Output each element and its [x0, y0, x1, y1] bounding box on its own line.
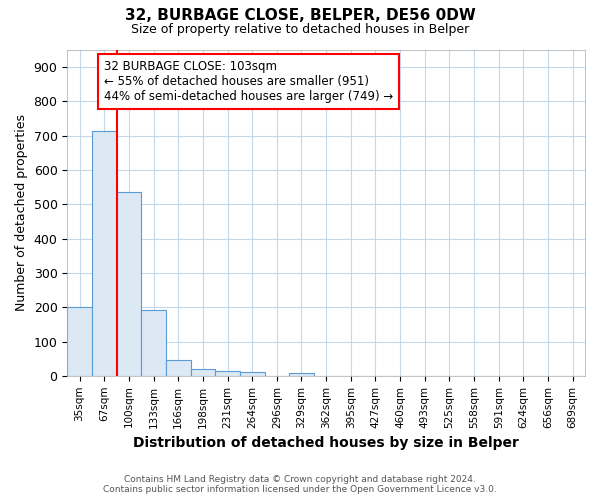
Text: Contains HM Land Registry data © Crown copyright and database right 2024.
Contai: Contains HM Land Registry data © Crown c…: [103, 474, 497, 494]
Bar: [116, 192, 141, 376]
Text: Size of property relative to detached houses in Belper: Size of property relative to detached ho…: [131, 22, 469, 36]
Bar: [67, 307, 92, 376]
Text: 32, BURBAGE CLOSE, BELPER, DE56 0DW: 32, BURBAGE CLOSE, BELPER, DE56 0DW: [125, 8, 475, 22]
Bar: [166, 360, 191, 376]
Bar: [191, 369, 215, 376]
X-axis label: Distribution of detached houses by size in Belper: Distribution of detached houses by size …: [133, 436, 519, 450]
Y-axis label: Number of detached properties: Number of detached properties: [15, 114, 28, 312]
Bar: [240, 372, 265, 376]
Bar: [141, 310, 166, 376]
Bar: [289, 373, 314, 376]
Bar: [92, 130, 116, 376]
Text: 32 BURBAGE CLOSE: 103sqm
← 55% of detached houses are smaller (951)
44% of semi-: 32 BURBAGE CLOSE: 103sqm ← 55% of detach…: [104, 60, 393, 103]
Bar: [215, 370, 240, 376]
